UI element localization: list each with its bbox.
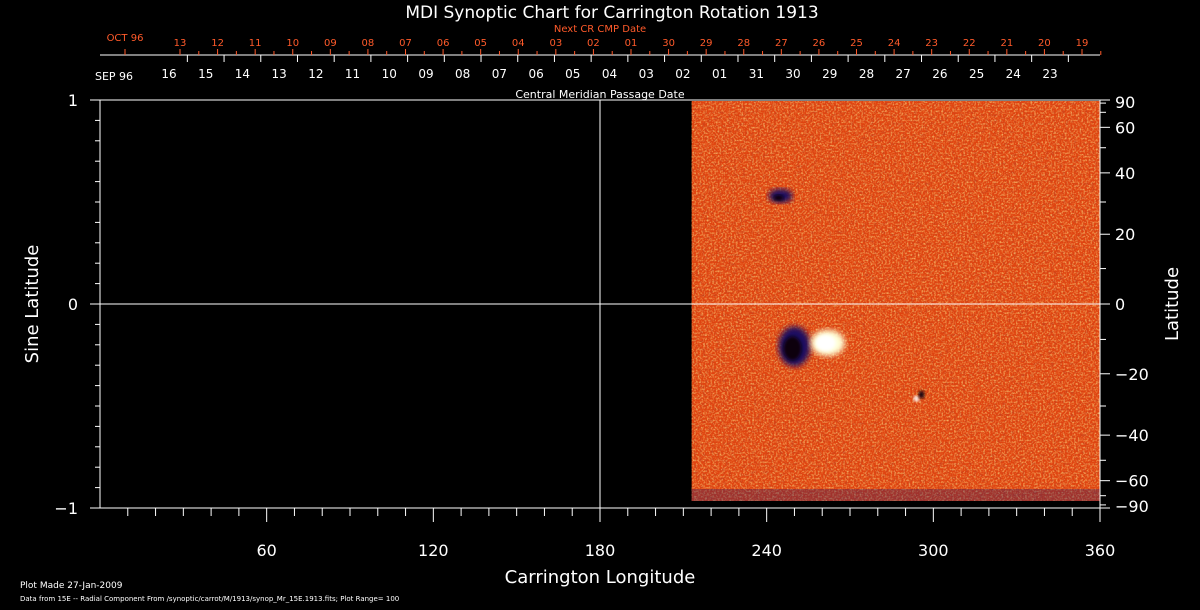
y-right-tick-label: 40: [1115, 164, 1135, 183]
next-cr-cmp-axis: Next CR CMP Date OCT 96 13 12 11 10 09 08 07 06…: [100, 24, 1102, 56]
next-axis-date: 23: [925, 38, 938, 49]
data-source-note: Data from 15E -- Radial Component From /…: [20, 595, 399, 603]
next-axis-date: 05: [474, 38, 487, 49]
next-axis-date: 07: [399, 38, 412, 49]
cmp-axis-date: 13: [271, 67, 286, 81]
next-axis-date: 22: [963, 38, 976, 49]
cmp-axis-date: 27: [896, 67, 911, 81]
next-axis-date: 02: [587, 38, 600, 49]
cmp-axis-date: 07: [492, 67, 507, 81]
cmp-axis-month: SEP 96: [95, 70, 133, 83]
cmp-axis-date: 02: [675, 67, 690, 81]
cmp-axis-date: 08: [455, 67, 470, 81]
feature-3-negative-core: [773, 194, 784, 201]
cmp-axis-date: 25: [969, 67, 984, 81]
y-right-tick-label: 90: [1115, 93, 1135, 112]
cmp-axis-date: 23: [1042, 67, 1057, 81]
cmp-axis-label: Central Meridian Passage Date: [515, 88, 684, 101]
x-axis-label: Carrington Longitude: [505, 567, 696, 588]
cmp-axis-date: 03: [639, 67, 654, 81]
x-tick-label: 240: [751, 541, 782, 560]
next-axis-date: 21: [1000, 38, 1013, 49]
cmp-axis-date: 26: [932, 67, 947, 81]
y-right-tick-label: 60: [1115, 118, 1135, 137]
cmp-axis-date: 01: [712, 67, 727, 81]
cmp-axis-date: 11: [345, 67, 360, 81]
y-left-tick-label: −1: [54, 499, 78, 518]
cmp-axis-date: 24: [1006, 67, 1021, 81]
cmp-axis-date: 06: [528, 67, 543, 81]
map-bright-texture: [691, 101, 1100, 501]
next-axis-date: 08: [362, 38, 375, 49]
plot-made-note: Plot Made 27-Jan-2009: [20, 581, 123, 591]
x-tick-label: 120: [418, 541, 449, 560]
next-axis-date: 09: [324, 38, 337, 49]
next-axis-date: 25: [850, 38, 863, 49]
central-meridian-axis: SEP 96 Central Meridian Passage Date 16 1…: [95, 55, 1069, 101]
y-right-tick-label: −40: [1115, 426, 1149, 445]
next-axis-month: OCT 96: [107, 33, 144, 44]
cmp-axis-date: 29: [822, 67, 837, 81]
next-axis-date: 01: [625, 38, 638, 49]
cmp-axis-date: 28: [859, 67, 874, 81]
y-axis-left-label: Sine Latitude: [22, 245, 43, 364]
next-axis-date: 27: [775, 38, 788, 49]
cmp-axis-date: 31: [749, 67, 764, 81]
chart-title: MDI Synoptic Chart for Carrington Rotati…: [405, 3, 818, 23]
y-left-tick-label: 0: [68, 295, 78, 314]
next-axis-date: 19: [1076, 38, 1089, 49]
next-axis-date: 26: [813, 38, 826, 49]
x-tick-label: 180: [585, 541, 616, 560]
x-tick-label: 60: [256, 541, 276, 560]
y-right-tick-label: −20: [1115, 365, 1149, 384]
y-axis-right: 90 60 40 20 0 −20 −40 −60 −90: [1100, 93, 1149, 516]
y-axis-right-label: Latitude: [1162, 267, 1183, 341]
next-axis-date: 29: [700, 38, 713, 49]
cmp-axis-date: 09: [418, 67, 433, 81]
next-axis-date: 11: [249, 38, 262, 49]
x-tick-label: 360: [1085, 541, 1116, 560]
feature-2-negative: [918, 390, 925, 399]
next-axis-date: 13: [174, 38, 187, 49]
next-axis-date: 30: [662, 38, 675, 49]
feature-1-positive-core: [815, 334, 836, 351]
field-features: [768, 188, 925, 402]
next-axis-date: 12: [211, 38, 224, 49]
feature-2-positive: [913, 395, 920, 402]
plot-area: [99, 99, 1101, 509]
cmp-axis-date: 12: [308, 67, 323, 81]
y-right-tick-label: −60: [1115, 472, 1149, 491]
next-axis-date: 28: [737, 38, 750, 49]
cmp-axis-date: 05: [565, 67, 580, 81]
y-right-tick-label: 20: [1115, 225, 1135, 244]
cmp-axis-date: 10: [382, 67, 397, 81]
next-axis-date: 03: [549, 38, 562, 49]
magnetogram-map: [691, 101, 1100, 501]
cmp-axis-date: 04: [602, 67, 617, 81]
next-axis-date: 20: [1038, 38, 1051, 49]
cmp-axis-date: 15: [198, 67, 213, 81]
y-right-tick-label: 0: [1115, 295, 1125, 314]
next-axis-date: 06: [437, 38, 450, 49]
next-axis-date: 24: [888, 38, 901, 49]
cmp-axis-date: 14: [235, 67, 250, 81]
cmp-axis-date: 30: [785, 67, 800, 81]
feature-0-negative-core: [783, 336, 802, 361]
next-axis-date: 04: [512, 38, 525, 49]
y-right-tick-label: −90: [1115, 497, 1149, 516]
y-axis-left: 1 0 −1: [54, 91, 100, 518]
map-pole-band: [691, 489, 1100, 501]
next-axis-date: 10: [286, 38, 299, 49]
y-left-tick-label: 1: [68, 91, 78, 110]
cmp-axis-date: 16: [161, 67, 176, 81]
x-axis: 60 120 180 240 300 360: [127, 508, 1116, 560]
next-axis-label: Next CR CMP Date: [554, 24, 646, 35]
x-tick-label: 300: [918, 541, 949, 560]
